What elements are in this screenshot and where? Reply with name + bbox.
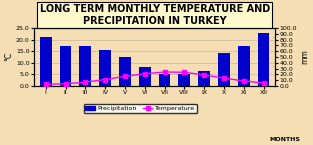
Y-axis label: mm: mm	[300, 50, 309, 64]
Bar	[258, 33, 269, 86]
Bar	[139, 67, 151, 86]
Y-axis label: °C: °C	[4, 52, 13, 61]
Bar	[218, 54, 230, 86]
Legend: Precipitation, Temperature: Precipitation, Temperature	[84, 104, 197, 113]
Bar	[80, 47, 91, 86]
Bar	[59, 47, 71, 86]
Title: LONG TERM MONTHLY TEMPERATURE AND
PRECIPITATION IN TURKEY: LONG TERM MONTHLY TEMPERATURE AND PRECIP…	[39, 4, 270, 26]
Text: MONTHS: MONTHS	[269, 137, 300, 142]
Bar	[99, 50, 111, 86]
Bar	[40, 37, 52, 86]
Bar	[119, 57, 131, 86]
Bar	[198, 71, 210, 86]
Bar	[159, 74, 171, 86]
Bar	[178, 74, 190, 86]
Bar	[238, 47, 250, 86]
